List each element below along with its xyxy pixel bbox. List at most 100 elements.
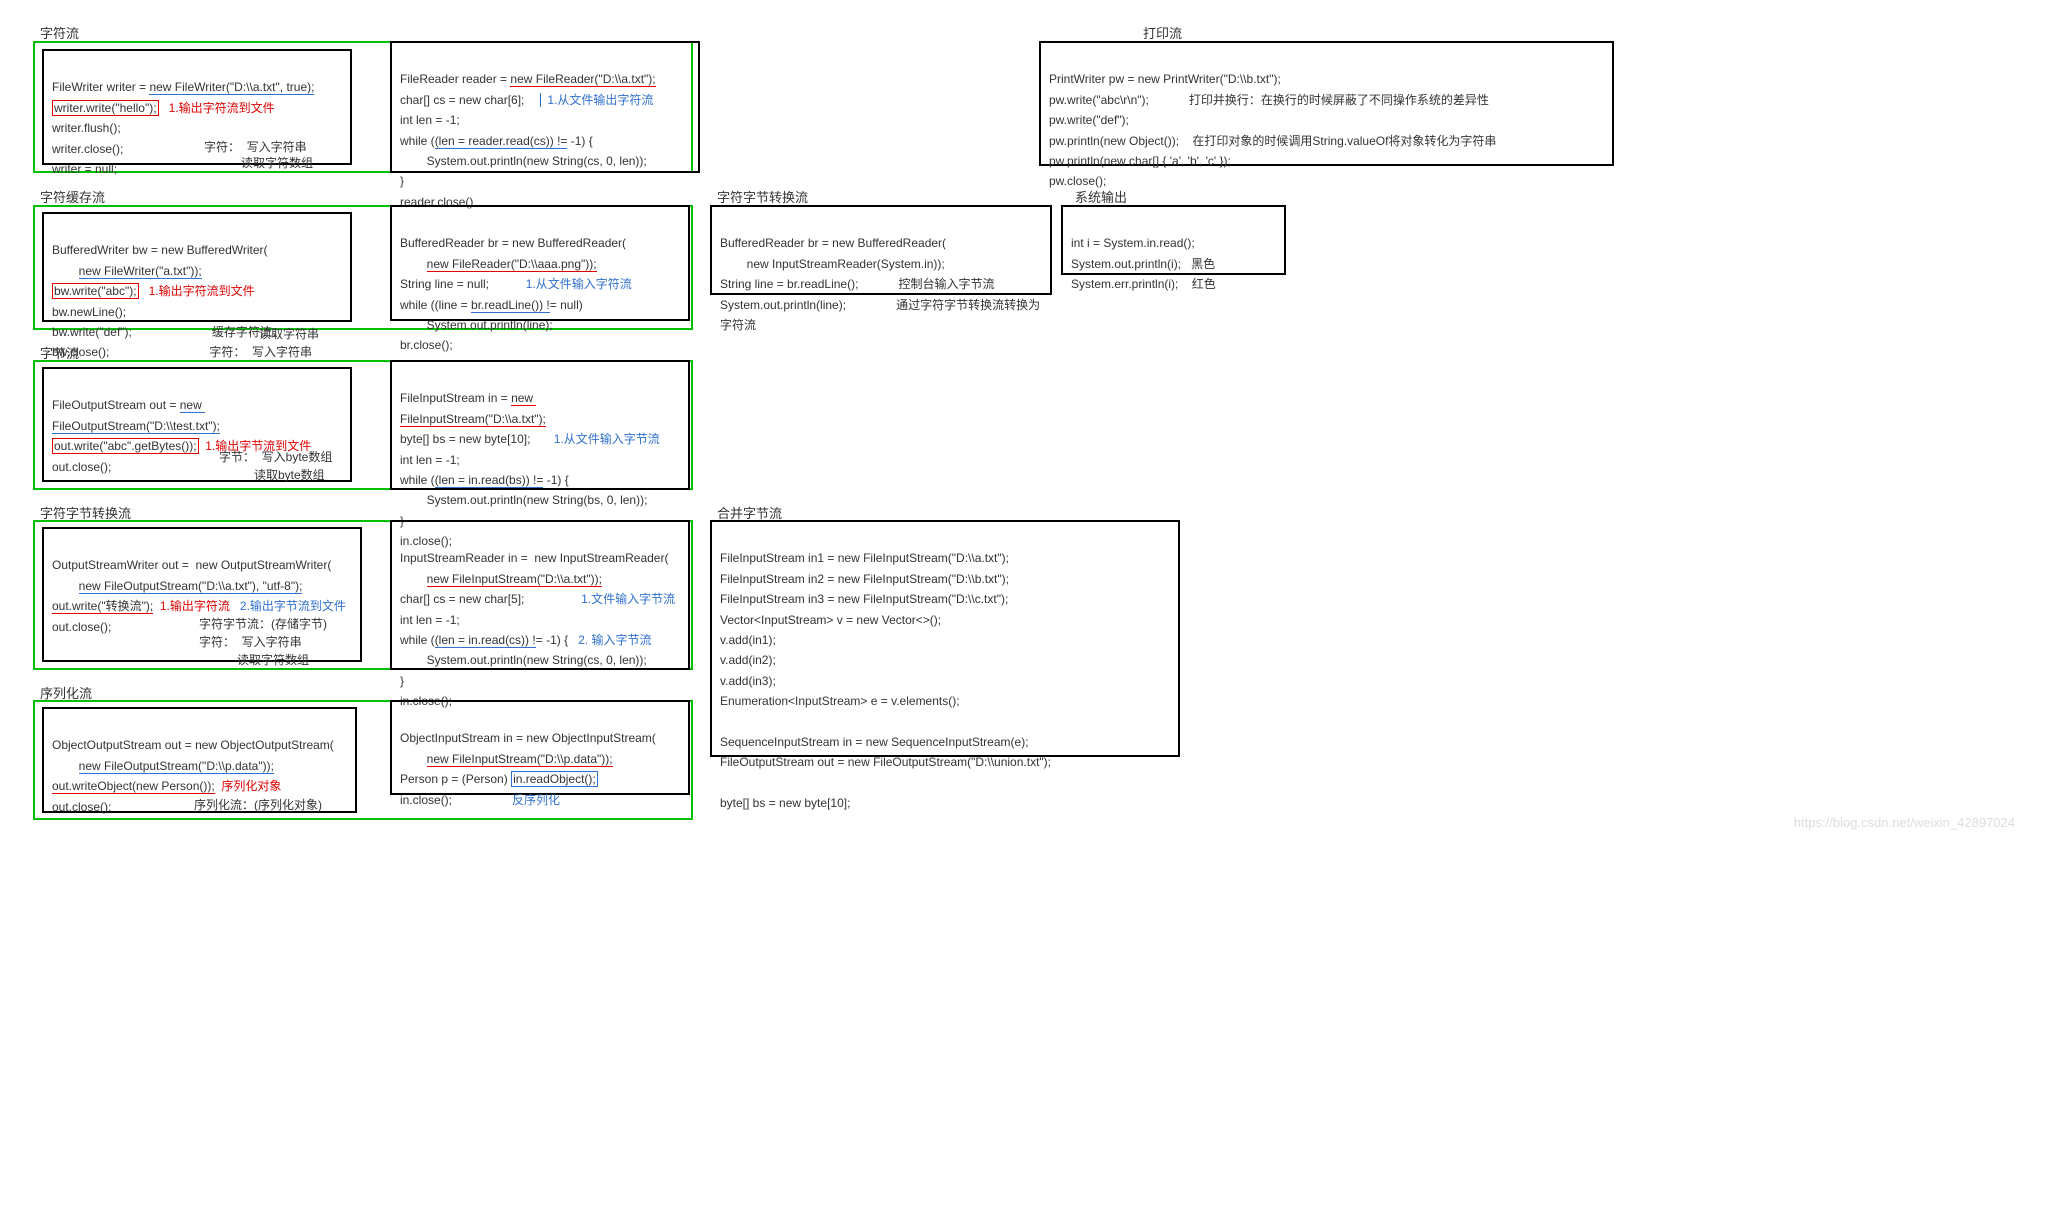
l: out.write("转换流"); [52,599,153,614]
l: char[] cs = new char[6]; [400,93,524,107]
l: while ((line = [400,298,471,312]
l: in.close(); [400,793,452,807]
l: v.add(in1); [720,633,776,647]
box-br-systemin: BufferedReader br = new BufferedReader( … [710,205,1052,295]
l: System.out.println(new String(cs, 0, len… [400,653,647,667]
l: writer = null; [52,162,117,176]
l: bw.write("def"); [52,325,132,339]
l: while ( [400,134,435,148]
l: bw.newLine(); [52,305,126,319]
l: } [400,674,404,688]
n: 1.从文件输出字符流 [540,93,653,107]
f: 读取字符数组 [237,650,309,670]
n: 黑色 [1191,257,1215,271]
l: Enumeration<InputStream> e = v.elements(… [720,694,960,708]
l: -1) { [567,134,592,148]
l: InputStreamReader in = new InputStreamRe… [400,551,668,565]
box-oos: ObjectOutputStream out = new ObjectOutpu… [42,707,357,813]
n: 1.输出字符流 [160,599,230,613]
l: FileInputStream in = [400,391,511,405]
foot: 读取字符数组 [241,153,313,173]
l: = null) [550,298,583,312]
title-sysout: 系统输出 [1075,187,1127,206]
l: while ( [400,633,435,647]
l: out.close(); [52,800,111,814]
n: 红色 [1192,277,1216,291]
l: int len = -1; [400,453,460,467]
n: 1.从文件输入字节流 [554,432,660,446]
n: 序列化对象 [221,779,281,793]
watermark: https://blog.csdn.net/weixin_42897024 [1794,815,2015,830]
n: 反序列化 [512,793,560,807]
box-ois: ObjectInputStream in = new ObjectInputSt… [390,700,690,795]
n: 1.从文件输入字符流 [526,277,632,291]
l: SequenceInputStream in = new SequenceInp… [720,735,1029,749]
title-char-buf: 字符缓存流 [40,187,105,206]
box-filewriter: FileWriter writer = new FileWriter("D:\\… [42,49,352,165]
l: FileInputStream in3 = new FileInputStrea… [720,592,1008,606]
l: FileInputStream in1 = new FileInputStrea… [720,551,1009,565]
l: new FileInputStream("D:\\p.data")); [427,752,613,767]
l: int i = System.in.read(); [1071,236,1195,250]
l: br.close(); [400,338,453,352]
box-merge: FileInputStream in1 = new FileInputStrea… [710,520,1180,757]
box-fos: FileOutputStream out = new FileOutputStr… [42,367,352,482]
l: -1) { [543,473,568,487]
f: 读取字符串 [259,324,319,344]
l: PrintWriter pw = new PrintWriter("D:\\b.… [1049,72,1281,86]
l: FileReader reader = [400,72,510,86]
l: br.readLine()) ! [471,298,550,313]
l: writer.write("hello"); [52,100,159,116]
l: v.add(in3); [720,674,776,688]
n: 2.输出字节流到文件 [240,599,346,613]
l: FileOutputStream out = [52,398,180,412]
l: byte[] bs = new byte[10]; [400,432,530,446]
l: pw.println(new char[] { 'a', 'b', 'c' })… [1049,154,1231,168]
l: BufferedReader br = new BufferedReader( [400,236,626,250]
f: 字符： 写入字符串 [209,345,312,359]
box-isr: InputStreamReader in = new InputStreamRe… [390,520,690,670]
box-bufferedwriter: BufferedWriter bw = new BufferedWriter( … [42,212,352,322]
f: 读取byte数组 [254,465,325,485]
l: pw.write("def"); [1049,113,1129,127]
l: OutputStreamWriter out = new OutputStrea… [52,558,331,572]
l: BufferedWriter bw = new BufferedWriter( [52,243,268,257]
l: byte[] bs = new byte[10]; [720,796,850,810]
l: out.write("abc".getBytes()); [52,438,199,454]
n: 1.输出字符流到文件 [149,284,255,298]
l: char[] cs = new char[5]; [400,592,524,606]
n: 1.输出字符流到文件 [169,101,275,115]
l: in.readObject(); [511,771,598,787]
l: out.close(); [52,620,111,634]
l: bw.write("abc"); [52,283,139,299]
l: System.out.println(line); [400,318,553,332]
l: Vector<InputStream> v = new Vector<>(); [720,613,941,627]
title-print-stream: 打印流 [1143,23,1182,42]
f: 序列化流：(序列化对象) [194,795,322,815]
l: System.out.println(i); [1071,257,1181,271]
l: FileWriter writer = [52,80,149,94]
l: writer.close(); [52,142,123,156]
l: System.out.println(new String(bs, 0, len… [400,493,647,507]
l: = -1) { [536,633,568,647]
l: new InputStreamReader(System.in)); [720,257,945,271]
box-bufferedreader: BufferedReader br = new BufferedReader( … [390,205,690,321]
box-system-out: int i = System.in.read(); System.out.pri… [1061,205,1286,275]
l: String line = br.readLine(); [720,277,858,291]
l: v.add(in2); [720,653,776,667]
l: new FileReader("D:\\aaa.png")); [427,257,597,272]
l: new FileInputStream("D:\\a.txt")); [427,572,602,587]
n: 在打印对象的时候调用String.valueOf将对象转化为字符串 [1192,134,1496,148]
l: pw.println(new Object()); [1049,134,1179,148]
l: while ( [400,473,435,487]
l: System.err.println(i); [1071,277,1178,291]
l: FileOutputStream out = new FileOutputStr… [720,755,1051,769]
l: (len = in.read(bs)) != [435,473,544,488]
box-osw: OutputStreamWriter out = new OutputStrea… [42,527,362,662]
l: int len = -1; [400,613,460,627]
l: Person p = (Person) [400,772,511,786]
l: FileInputStream in2 = new FileInputStrea… [720,572,1009,586]
box-printwriter: PrintWriter pw = new PrintWriter("D:\\b.… [1039,41,1614,166]
n: 2. 输入字节流 [578,633,651,647]
l: writer.flush(); [52,121,121,135]
